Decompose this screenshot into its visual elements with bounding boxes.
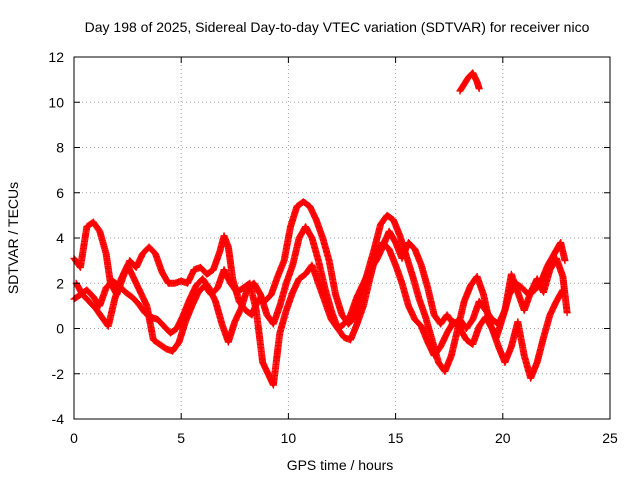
y-tick-label: 6: [56, 185, 64, 201]
y-tick-label: 2: [56, 275, 64, 291]
x-tick-label: 20: [495, 430, 511, 446]
x-tick-label: 15: [388, 430, 404, 446]
y-tick-label: 4: [56, 230, 64, 246]
y-tick-label: 0: [56, 321, 64, 337]
plot-frame: [73, 56, 611, 420]
data-point: [475, 85, 483, 93]
x-axis-label: GPS time / hours: [287, 457, 394, 473]
y-tick-label: -4: [52, 411, 65, 427]
data-points: [70, 69, 571, 389]
x-tick-label: 10: [281, 430, 297, 446]
y-tick-label: -2: [52, 366, 65, 382]
chart-title: Day 198 of 2025, Sidereal Day-to-day VTE…: [85, 19, 590, 35]
y-tick-label: 12: [48, 49, 64, 65]
x-tick-label: 5: [177, 430, 185, 446]
data-point: [563, 309, 571, 317]
x-axis: 0 5 10 15 20 25: [70, 57, 618, 446]
y-axis: -4 -2 0 2 4 6 8 10 12: [48, 49, 610, 427]
x-tick-label: 25: [602, 430, 618, 446]
y-axis-label: SDTVAR / TECUs: [5, 182, 21, 294]
data-point: [561, 257, 569, 265]
y-tick-label: 10: [48, 94, 64, 110]
y-tick-label: 8: [56, 140, 64, 156]
x-tick-label: 0: [70, 430, 78, 446]
